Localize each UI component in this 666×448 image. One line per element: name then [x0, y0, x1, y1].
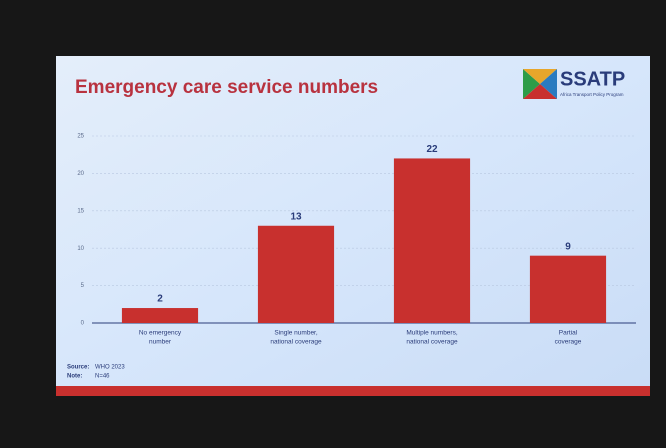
note: N=46: [95, 374, 110, 380]
x-tick-label: national coverage: [270, 339, 322, 346]
y-tick-label: 15: [77, 208, 84, 214]
logo-subtitle: Africa Transport Policy Program: [560, 92, 624, 97]
logo-text: SSATP: [560, 68, 625, 90]
value-label: 13: [290, 211, 302, 222]
bar: [258, 226, 334, 323]
x-tick-label: number: [149, 339, 172, 346]
logo-icon: [523, 69, 557, 99]
x-tick-label: national coverage: [406, 339, 458, 346]
value-label: 9: [565, 241, 571, 252]
source-label: Source:: [67, 365, 89, 371]
note-label: Note:: [67, 374, 82, 380]
y-tick-label: 10: [77, 246, 84, 252]
page: Emergency care service numbers SSATP Afr…: [0, 0, 666, 448]
x-tick-label: Multiple numbers,: [406, 330, 457, 337]
bar: [530, 256, 606, 323]
value-label: 2: [157, 294, 163, 305]
chart: Emergency care service numbers SSATP Afr…: [0, 0, 666, 448]
x-tick-label: coverage: [555, 339, 582, 346]
value-label: 22: [426, 144, 438, 155]
bar: [394, 158, 470, 323]
source: WHO 2023: [95, 365, 125, 371]
bar: [122, 308, 198, 323]
chart-title: Emergency care service numbers: [75, 77, 378, 98]
footer-strip: [56, 386, 650, 396]
x-tick-label: Partial: [559, 330, 578, 337]
y-tick-label: 25: [77, 134, 84, 140]
x-tick-label: No emergency: [139, 330, 182, 337]
x-tick-label: Single number,: [274, 330, 318, 337]
y-tick-label: 20: [77, 171, 84, 177]
